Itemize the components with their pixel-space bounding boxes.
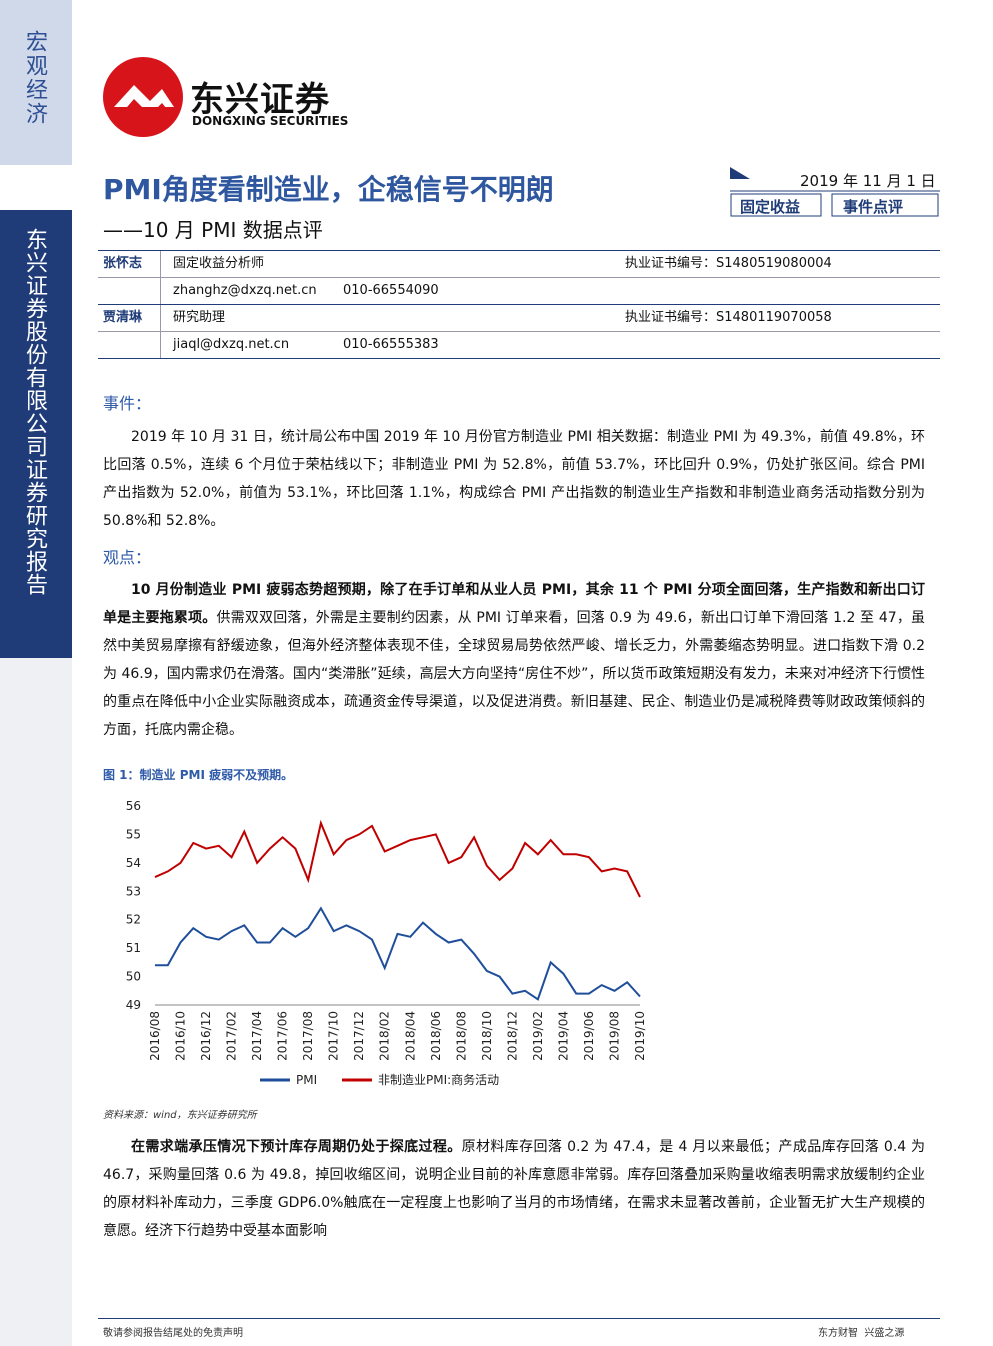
- authors: 张怀志 固定收益分析师 执业证书编号：S1480519080004 zhanghz@d…: [98, 250, 940, 359]
- paragraph-lead: 10 月份制造业 PMI 疲弱态势超预期，除了在手订单和从业人员 PMI，其余 …: [103, 582, 925, 626]
- subtitle: ——10 月 PMI 数据点评: [103, 218, 323, 242]
- x-tick-label: 2018/10: [480, 1011, 494, 1061]
- y-tick-label: 52: [126, 913, 141, 927]
- x-tick-label: 2017/02: [225, 1011, 239, 1061]
- author-cert: 执业证书编号：S1480119070058: [625, 310, 832, 325]
- author-row: 贾清琳 研究助理 执业证书编号：S1480119070058: [98, 305, 940, 332]
- legend-label: 非制造业PMI:商务活动: [378, 1072, 499, 1087]
- section-heading: 事件：: [103, 394, 152, 413]
- x-tick-label: 2018/06: [429, 1011, 443, 1061]
- sidebar-category: 宏观经济: [22, 30, 47, 126]
- x-tick-label: 2019/10: [633, 1011, 647, 1061]
- paragraph-text: 原材料库存回落 0.2 为 47.4，是 4 月以来最低；产成品库存回落 0.4…: [103, 1139, 925, 1239]
- author-row: 张怀志 固定收益分析师 执业证书编号：S1480519080004: [98, 251, 940, 278]
- y-tick-label: 54: [126, 856, 141, 870]
- x-tick-label: 2017/10: [327, 1011, 341, 1061]
- footer-rule: [98, 1318, 940, 1319]
- author-row: jiaql@dxzq.net.cn 010-66555383: [98, 332, 940, 359]
- x-tick-label: 2017/12: [352, 1011, 366, 1061]
- logo-en: DONGXING SECURITIES: [192, 114, 349, 128]
- figure-source: 资料来源：wind，东兴证券研究所: [103, 1110, 257, 1121]
- paragraph-text: 供需双双回落，外需是主要制约因素，从 PMI 订单来看，回落 0.9 为 49.…: [103, 610, 926, 738]
- chart: 49 50 51 52 53 54 55 56 2016/08 2016/10 2016/12 201…: [126, 799, 647, 1087]
- logo-mark: [103, 57, 183, 137]
- y-tick-label: 49: [126, 998, 141, 1012]
- section-heading: 观点：: [103, 548, 152, 567]
- y-tick-label: 51: [126, 941, 141, 955]
- line-series: [154, 819, 641, 898]
- paragraph: 2019 年 10 月 31 日，统计局公布中国 2019 年 10 月份官方制…: [103, 423, 925, 535]
- title: PMI角度看制造业，企稳信号不明朗: [103, 173, 554, 206]
- y-tick-label: 53: [126, 884, 141, 898]
- x-tick-label: 2019/04: [556, 1011, 570, 1061]
- author-role: 固定收益分析师: [173, 256, 265, 271]
- paragraph: 10 月份制造业 PMI 疲弱态势超预期，除了在手订单和从业人员 PMI，其余 …: [103, 576, 925, 744]
- sidebar-bottom: [0, 658, 72, 1346]
- author-email: zhanghz@dxzq.net.cn: [173, 283, 317, 298]
- date-box: [730, 167, 940, 217]
- x-tick-label: 2017/04: [250, 1011, 264, 1061]
- sidebar-top: [0, 0, 72, 165]
- date: 2019 年 11 月 1 日: [800, 172, 936, 190]
- author-role: 研究助理: [173, 310, 226, 325]
- column-rule: [160, 332, 161, 358]
- x-tick-label: 2019/08: [607, 1011, 621, 1061]
- line-series: [155, 906, 641, 1001]
- column-rule: [160, 305, 161, 331]
- x-tick-label: 2019/06: [582, 1011, 596, 1061]
- x-tick-label: 2017/06: [276, 1011, 290, 1061]
- y-tick-label: 50: [126, 970, 141, 984]
- author-email: jiaql@dxzq.net.cn: [173, 337, 290, 352]
- logo-cn: 东兴证券: [190, 80, 330, 120]
- column-rule: [160, 278, 161, 304]
- x-tick-label: 2018/08: [454, 1011, 468, 1061]
- paragraph-lead: 在需求端承压情况下预计库存周期仍处于探底过程。: [131, 1139, 462, 1155]
- tag: 固定收益: [740, 198, 801, 216]
- sidebar-band: [0, 210, 72, 658]
- figure-caption: 图 1：制造业 PMI 疲弱不及预期。: [103, 768, 294, 782]
- x-tick-label: 2018/04: [403, 1011, 417, 1061]
- x-tick-label: 2016/12: [199, 1011, 213, 1061]
- paragraph-text: 2019 年 10 月 31 日，统计局公布中国 2019 年 10 月份官方制…: [103, 429, 925, 529]
- tag: 事件点评: [843, 198, 904, 216]
- author-phone: 010-66554090: [343, 283, 439, 298]
- x-tick-label: 2016/08: [148, 1011, 162, 1061]
- x-tick-label: 2018/02: [378, 1011, 392, 1061]
- footer-right: 东方财智 兴盛之源: [818, 1328, 905, 1339]
- x-tick-label: 2017/08: [301, 1011, 315, 1061]
- paragraph: 在需求端承压情况下预计库存周期仍处于探底过程。原材料库存回落 0.2 为 47.…: [103, 1133, 925, 1245]
- x-tick-label: 2016/10: [174, 1011, 188, 1061]
- author-cert: 执业证书编号：S1480519080004: [625, 256, 832, 271]
- author-row: zhanghz@dxzq.net.cn 010-66554090: [98, 278, 940, 305]
- column-rule: [160, 251, 161, 277]
- x-tick-label: 2018/12: [505, 1011, 519, 1061]
- footer-left: 敬请参阅报告结尾处的免责声明: [103, 1328, 243, 1339]
- author-name: 贾清琳: [103, 310, 143, 325]
- y-tick-label: 56: [126, 799, 141, 813]
- y-tick-label: 55: [126, 827, 141, 841]
- legend-label: PMI: [296, 1073, 317, 1087]
- author-name: 张怀志: [103, 256, 143, 271]
- x-tick-label: 2019/02: [531, 1011, 545, 1061]
- author-phone: 010-66555383: [343, 337, 439, 352]
- sidebar-company: 东兴证券股份有限公司证券研究报告: [22, 228, 47, 596]
